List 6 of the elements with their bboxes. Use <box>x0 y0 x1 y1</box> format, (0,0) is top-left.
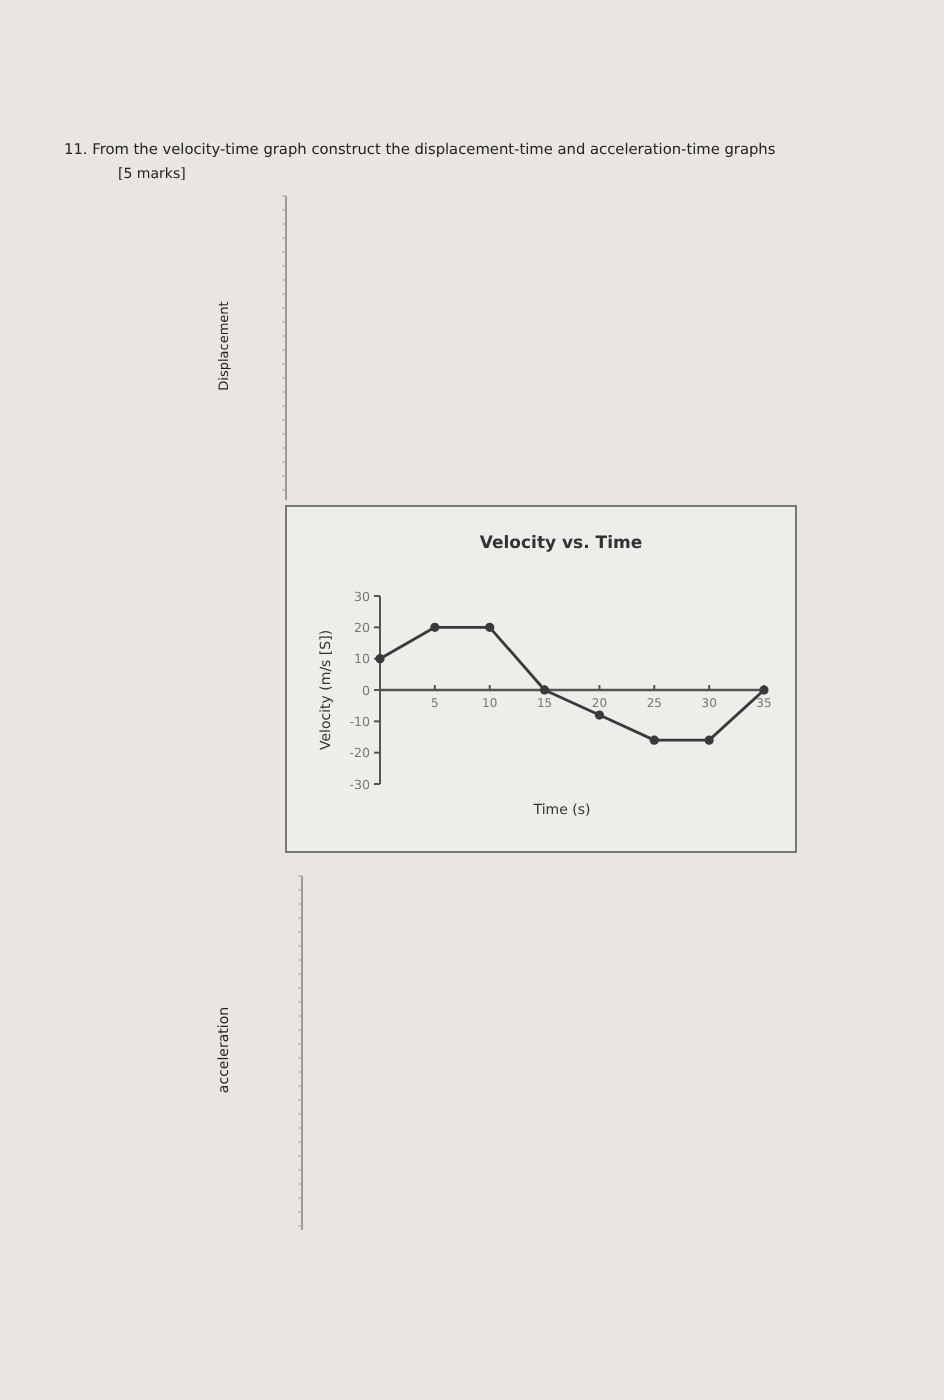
point <box>649 735 659 745</box>
point <box>594 710 605 720</box>
chart-title: Velocity vs. Time <box>479 534 643 554</box>
point <box>485 622 495 632</box>
point <box>704 735 714 745</box>
point <box>430 622 440 632</box>
